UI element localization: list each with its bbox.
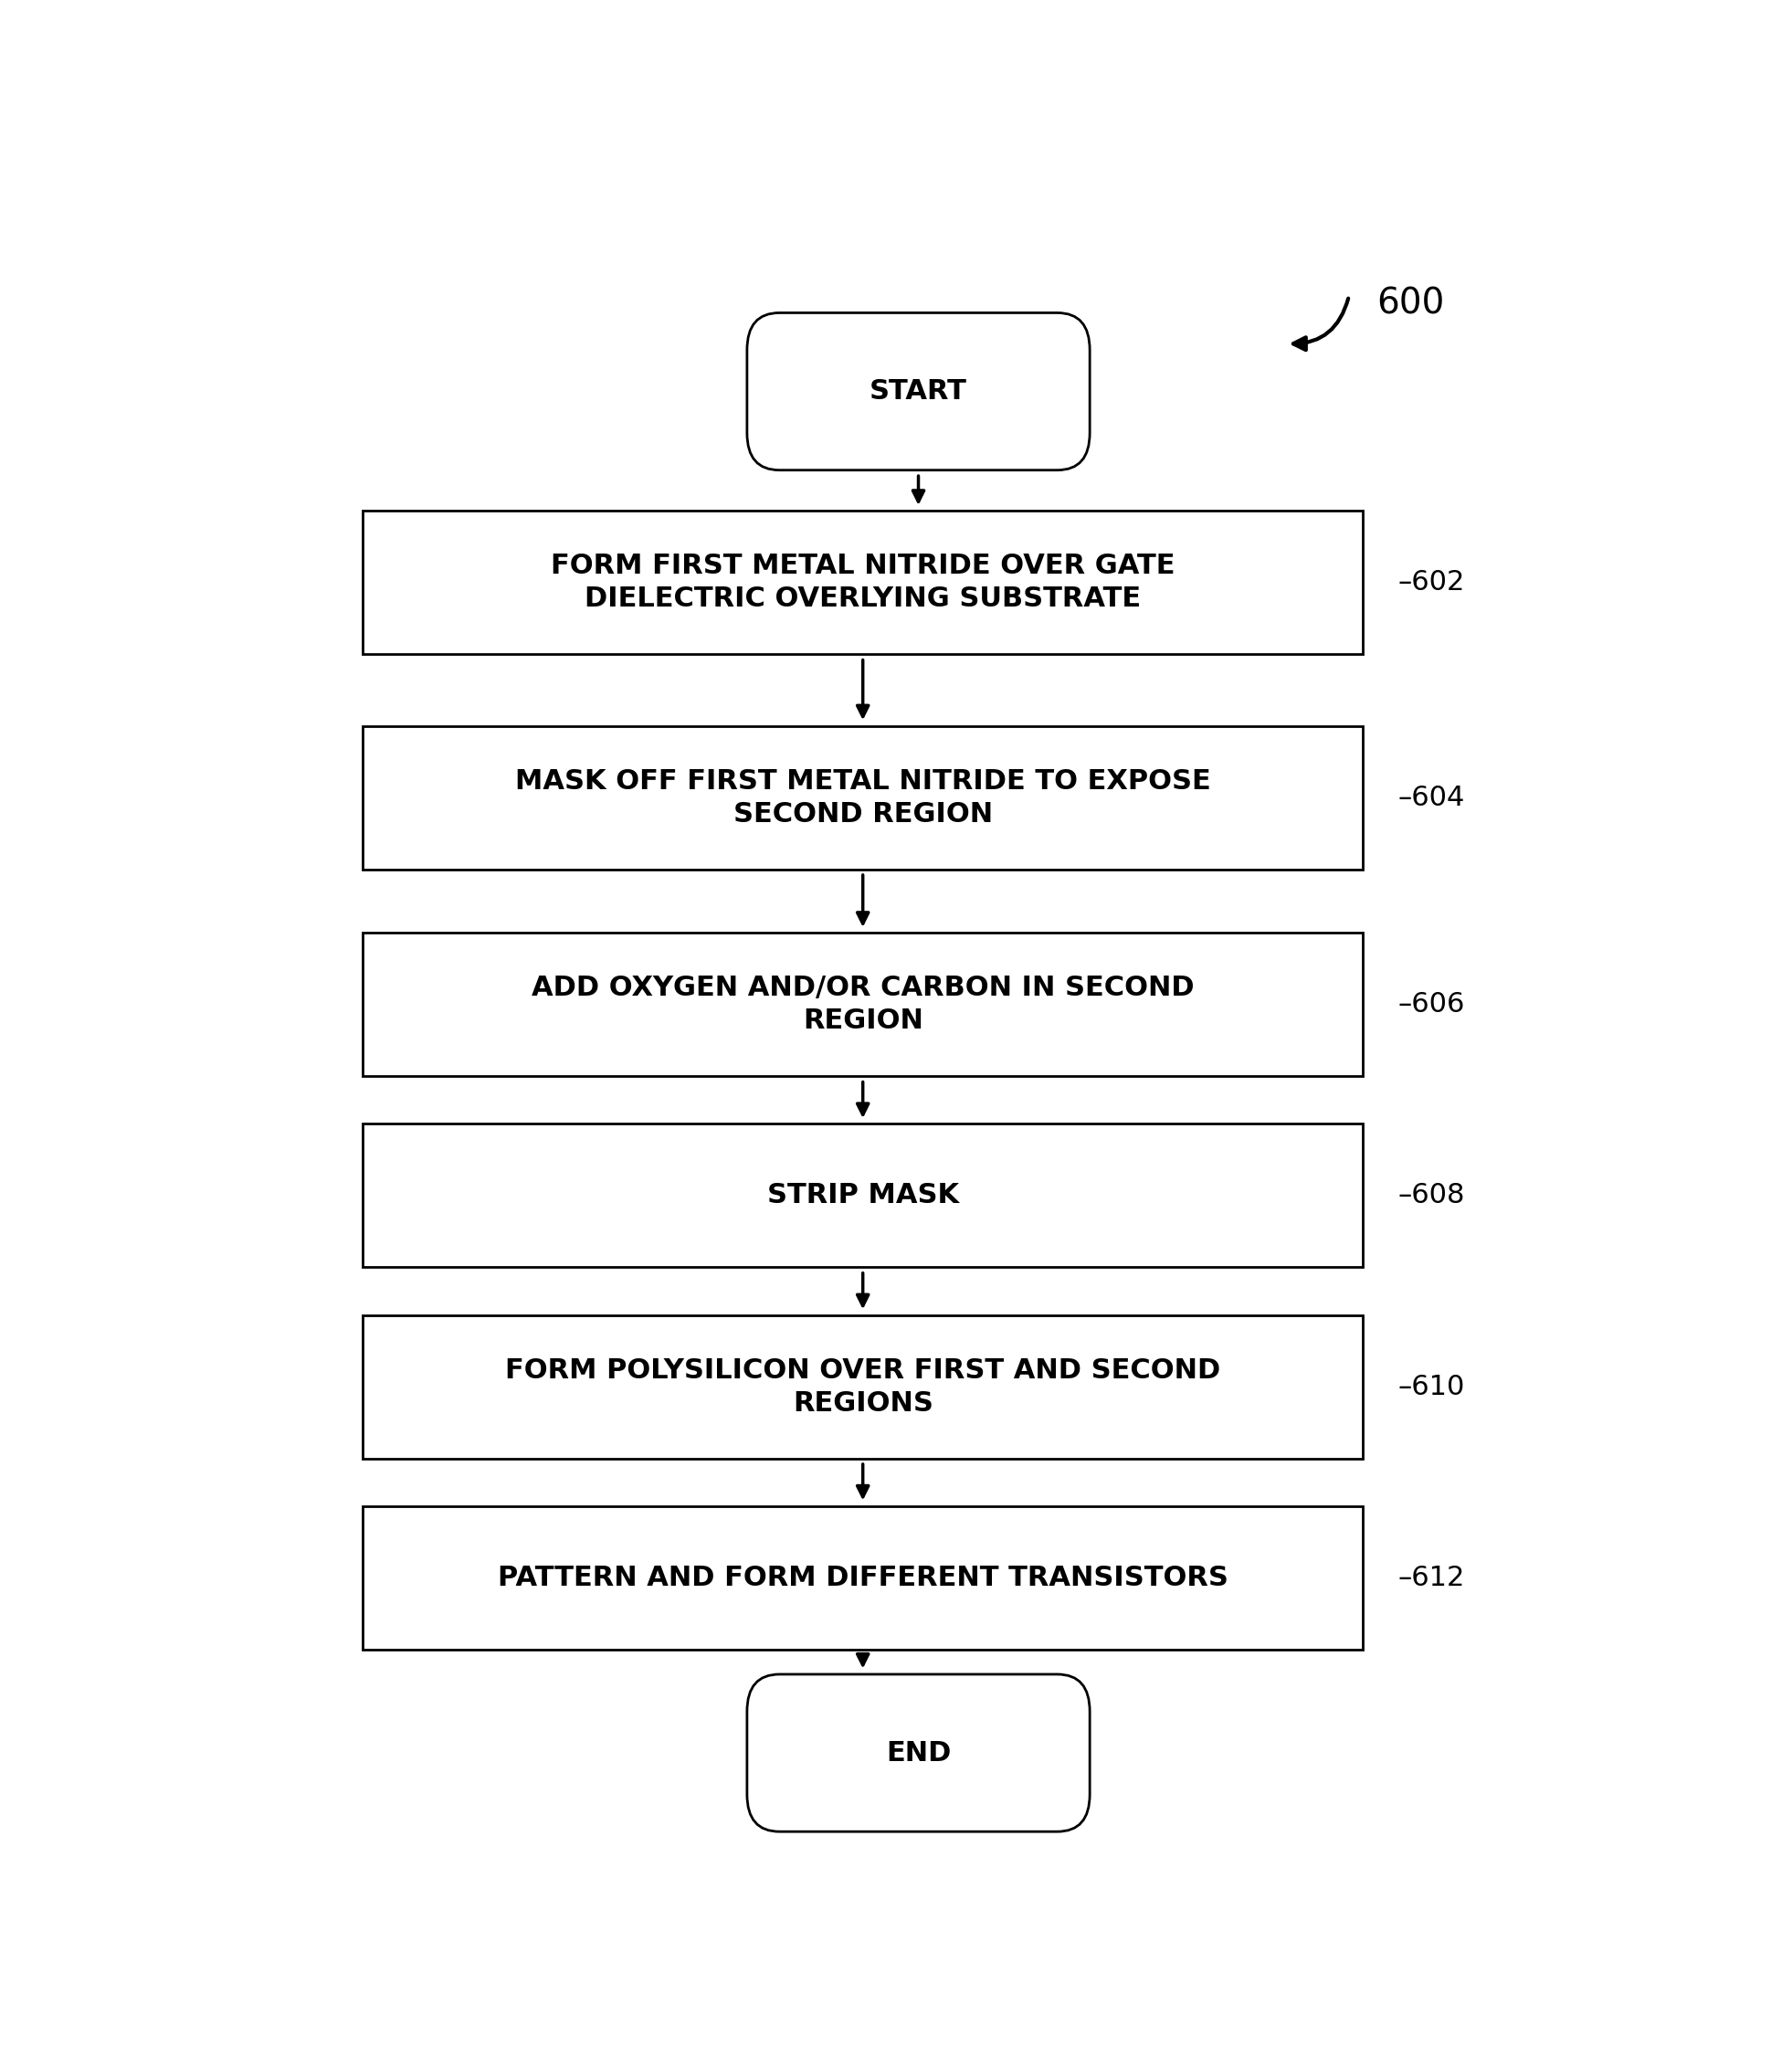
Text: –606: –606 bbox=[1398, 991, 1464, 1017]
FancyBboxPatch shape bbox=[364, 1506, 1364, 1650]
Text: START: START bbox=[869, 378, 968, 405]
Text: FORM FIRST METAL NITRIDE OVER GATE
DIELECTRIC OVERLYING SUBSTRATE: FORM FIRST METAL NITRIDE OVER GATE DIELE… bbox=[550, 552, 1176, 612]
Text: MASK OFF FIRST METAL NITRIDE TO EXPOSE
SECOND REGION: MASK OFF FIRST METAL NITRIDE TO EXPOSE S… bbox=[514, 767, 1211, 827]
Text: –608: –608 bbox=[1398, 1183, 1464, 1210]
Text: PATTERN AND FORM DIFFERENT TRANSISTORS: PATTERN AND FORM DIFFERENT TRANSISTORS bbox=[498, 1565, 1228, 1590]
Text: –602: –602 bbox=[1398, 569, 1464, 596]
Text: –612: –612 bbox=[1398, 1565, 1464, 1590]
Text: –604: –604 bbox=[1398, 784, 1464, 811]
FancyBboxPatch shape bbox=[364, 1315, 1364, 1458]
Text: –610: –610 bbox=[1398, 1373, 1464, 1400]
FancyBboxPatch shape bbox=[747, 1675, 1090, 1832]
Text: END: END bbox=[885, 1739, 952, 1766]
Text: 600: 600 bbox=[1376, 287, 1444, 321]
Text: STRIP MASK: STRIP MASK bbox=[767, 1183, 959, 1210]
Text: ADD OXYGEN AND/OR CARBON IN SECOND
REGION: ADD OXYGEN AND/OR CARBON IN SECOND REGIO… bbox=[532, 974, 1193, 1034]
Text: FORM POLYSILICON OVER FIRST AND SECOND
REGIONS: FORM POLYSILICON OVER FIRST AND SECOND R… bbox=[505, 1357, 1220, 1417]
FancyBboxPatch shape bbox=[364, 1125, 1364, 1268]
FancyBboxPatch shape bbox=[364, 933, 1364, 1075]
FancyBboxPatch shape bbox=[364, 511, 1364, 653]
FancyBboxPatch shape bbox=[747, 312, 1090, 469]
FancyBboxPatch shape bbox=[364, 726, 1364, 869]
